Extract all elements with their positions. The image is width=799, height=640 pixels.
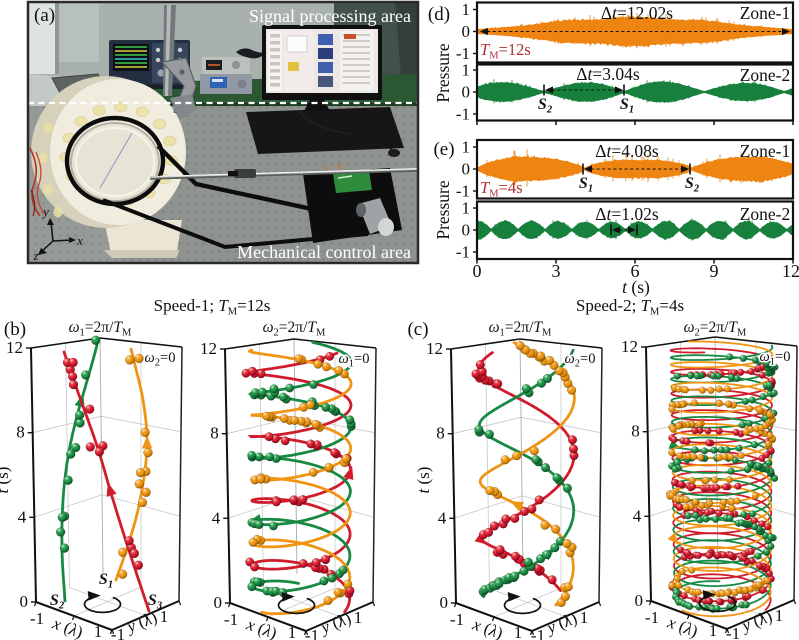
svg-text:TM=12s: TM=12s bbox=[480, 40, 531, 62]
svg-text:0: 0 bbox=[462, 160, 471, 179]
svg-text:t (s): t (s) bbox=[622, 277, 650, 297]
svg-text:0: 0 bbox=[214, 593, 223, 612]
svg-text:1: 1 bbox=[462, 138, 471, 157]
svg-text:1: 1 bbox=[462, 61, 471, 80]
svg-text:0: 0 bbox=[462, 83, 471, 102]
svg-text:12: 12 bbox=[782, 261, 799, 281]
svg-text:Δt=3.04s: Δt=3.04s bbox=[576, 64, 640, 84]
svg-text:1: 1 bbox=[160, 607, 169, 626]
svg-text:t (s): t (s) bbox=[414, 467, 433, 494]
svg-text:TM=4s: TM=4s bbox=[480, 178, 523, 200]
svg-text:ω1=0: ω1=0 bbox=[760, 349, 791, 368]
svg-text:12: 12 bbox=[6, 338, 23, 357]
svg-text:1: 1 bbox=[288, 623, 297, 640]
svg-text:4: 4 bbox=[633, 506, 642, 525]
svg-text:-1: -1 bbox=[645, 608, 659, 627]
svg-text:(b): (b) bbox=[4, 319, 26, 340]
svg-text:-1: -1 bbox=[726, 624, 740, 640]
svg-text:ω1=0: ω1=0 bbox=[339, 351, 370, 370]
svg-text:Speed-2; TM=4s: Speed-2; TM=4s bbox=[576, 296, 684, 318]
svg-text:8: 8 bbox=[210, 424, 219, 443]
svg-text:0: 0 bbox=[440, 593, 449, 612]
svg-text:0: 0 bbox=[635, 591, 644, 610]
svg-text:y: y bbox=[41, 204, 49, 219]
svg-text:Zone-2: Zone-2 bbox=[740, 204, 791, 224]
svg-text:-1: -1 bbox=[456, 105, 470, 124]
svg-text:ω1=2π/TM: ω1=2π/TM bbox=[489, 319, 552, 339]
svg-text:1: 1 bbox=[462, 0, 471, 19]
svg-text:-1: -1 bbox=[305, 626, 319, 640]
svg-text:12: 12 bbox=[200, 339, 217, 358]
svg-text:1: 1 bbox=[775, 606, 784, 625]
svg-text:ω2=0: ω2=0 bbox=[145, 350, 176, 369]
svg-text:8: 8 bbox=[631, 422, 640, 441]
svg-text:(d): (d) bbox=[428, 4, 450, 25]
svg-text:1: 1 bbox=[514, 623, 523, 640]
svg-text:9: 9 bbox=[710, 261, 719, 281]
svg-text:Signal processing area: Signal processing area bbox=[249, 6, 411, 26]
svg-text:1: 1 bbox=[709, 621, 718, 640]
svg-text:-1: -1 bbox=[30, 609, 44, 628]
svg-text:4: 4 bbox=[212, 508, 221, 527]
svg-text:Zone-1: Zone-1 bbox=[740, 3, 791, 23]
svg-text:z: z bbox=[32, 248, 38, 263]
svg-text:4: 4 bbox=[438, 508, 447, 527]
svg-text:-1: -1 bbox=[450, 610, 464, 629]
svg-text:1: 1 bbox=[94, 622, 103, 640]
svg-text:(a): (a) bbox=[34, 5, 55, 26]
svg-text:-1: -1 bbox=[456, 44, 470, 63]
svg-text:Pressure: Pressure bbox=[433, 43, 453, 103]
svg-text:1: 1 bbox=[462, 199, 471, 218]
svg-text:Δt=1.02s: Δt=1.02s bbox=[595, 204, 659, 224]
svg-text:Zone-1: Zone-1 bbox=[740, 141, 791, 161]
svg-text:Mechanical control area: Mechanical control area bbox=[237, 242, 411, 262]
svg-text:6: 6 bbox=[631, 261, 640, 281]
svg-text:8: 8 bbox=[16, 423, 25, 442]
svg-text:Δt=12.02s: Δt=12.02s bbox=[601, 3, 673, 23]
svg-text:ω2=2π/TM: ω2=2π/TM bbox=[684, 319, 747, 339]
svg-text:-1: -1 bbox=[111, 625, 125, 640]
svg-text:12: 12 bbox=[426, 339, 443, 358]
svg-text:0: 0 bbox=[462, 22, 471, 41]
svg-text:t (s): t (s) bbox=[0, 467, 12, 494]
svg-text:Zone-2: Zone-2 bbox=[740, 65, 791, 85]
svg-text:1: 1 bbox=[354, 608, 363, 627]
svg-text:-1: -1 bbox=[456, 182, 470, 201]
svg-text:1: 1 bbox=[580, 608, 589, 627]
svg-text:-1: -1 bbox=[224, 610, 238, 629]
svg-text:ω2=2π/TM: ω2=2π/TM bbox=[263, 319, 326, 339]
svg-text:(e): (e) bbox=[433, 139, 454, 160]
svg-text:x: x bbox=[76, 233, 83, 248]
svg-text:Pressure: Pressure bbox=[433, 180, 453, 240]
svg-text:-1: -1 bbox=[531, 626, 545, 640]
svg-text:ω1=2π/TM: ω1=2π/TM bbox=[69, 319, 132, 339]
svg-text:Δt=4.08s: Δt=4.08s bbox=[595, 141, 659, 161]
svg-text:12: 12 bbox=[621, 337, 638, 356]
svg-text:8: 8 bbox=[436, 424, 445, 443]
svg-text:0: 0 bbox=[462, 221, 471, 240]
svg-text:Speed-1; TM=12s: Speed-1; TM=12s bbox=[154, 296, 271, 318]
svg-text:0: 0 bbox=[473, 261, 482, 281]
svg-text:(c): (c) bbox=[407, 319, 428, 340]
svg-text:4: 4 bbox=[18, 507, 27, 526]
svg-text:3: 3 bbox=[552, 261, 561, 281]
svg-text:0: 0 bbox=[20, 592, 29, 611]
svg-text:-1: -1 bbox=[456, 243, 470, 262]
svg-text:ω2=0: ω2=0 bbox=[565, 351, 596, 370]
